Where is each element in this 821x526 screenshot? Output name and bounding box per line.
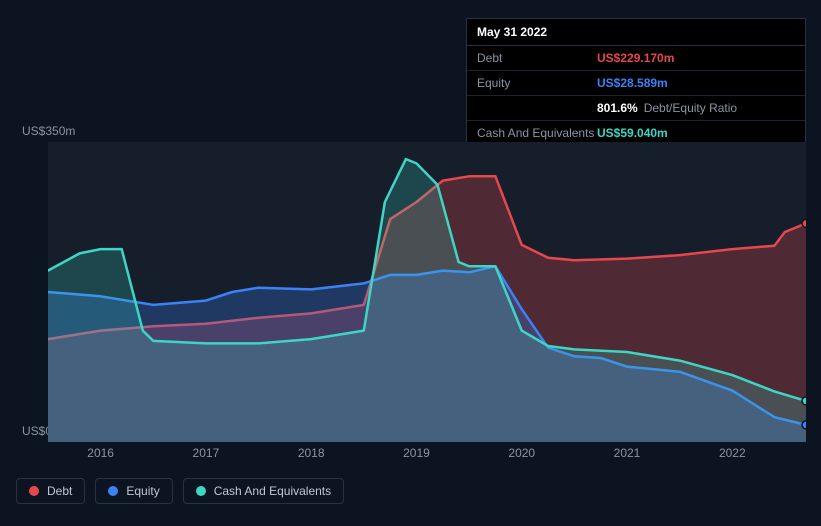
chart-svg xyxy=(48,142,806,442)
tooltip-ratio: 801.6%Debt/Equity Ratio xyxy=(597,101,737,115)
xaxis-tick: 2017 xyxy=(193,446,220,460)
tooltip-date: May 31 2022 xyxy=(467,19,805,46)
tooltip-row-ratio: 801.6%Debt/Equity Ratio xyxy=(467,96,805,121)
tooltip-label: Equity xyxy=(477,76,597,90)
xaxis-tick: 2022 xyxy=(719,446,746,460)
tooltip-value: US$28.589m xyxy=(597,76,668,90)
legend-label: Cash And Equivalents xyxy=(214,484,331,498)
xaxis: 2016 2017 2018 2019 2020 2021 2022 xyxy=(48,446,806,466)
tooltip-label xyxy=(477,101,597,115)
tooltip-label: Debt xyxy=(477,51,597,65)
legend-item-cash[interactable]: Cash And Equivalents xyxy=(183,478,344,504)
legend-swatch xyxy=(108,486,118,496)
yaxis-label-top: US$350m xyxy=(22,124,75,138)
xaxis-tick: 2020 xyxy=(508,446,535,460)
legend-swatch xyxy=(196,486,206,496)
xaxis-tick: 2018 xyxy=(298,446,325,460)
xaxis-tick: 2021 xyxy=(614,446,641,460)
legend-swatch xyxy=(29,486,39,496)
tooltip-row-equity: Equity US$28.589m xyxy=(467,71,805,96)
legend-item-equity[interactable]: Equity xyxy=(95,478,172,504)
xaxis-tick: 2019 xyxy=(403,446,430,460)
legend: Debt Equity Cash And Equivalents xyxy=(16,478,344,504)
tooltip-value: US$59.040m xyxy=(597,126,668,140)
plot-area[interactable] xyxy=(48,142,806,442)
xaxis-tick: 2016 xyxy=(87,446,114,460)
legend-label: Debt xyxy=(47,484,72,498)
legend-item-debt[interactable]: Debt xyxy=(16,478,85,504)
tooltip-label: Cash And Equivalents xyxy=(477,126,597,140)
tooltip-row-debt: Debt US$229.170m xyxy=(467,46,805,71)
chart-tooltip: May 31 2022 Debt US$229.170m Equity US$2… xyxy=(466,18,806,146)
tooltip-value: US$229.170m xyxy=(597,51,674,65)
legend-label: Equity xyxy=(126,484,159,498)
